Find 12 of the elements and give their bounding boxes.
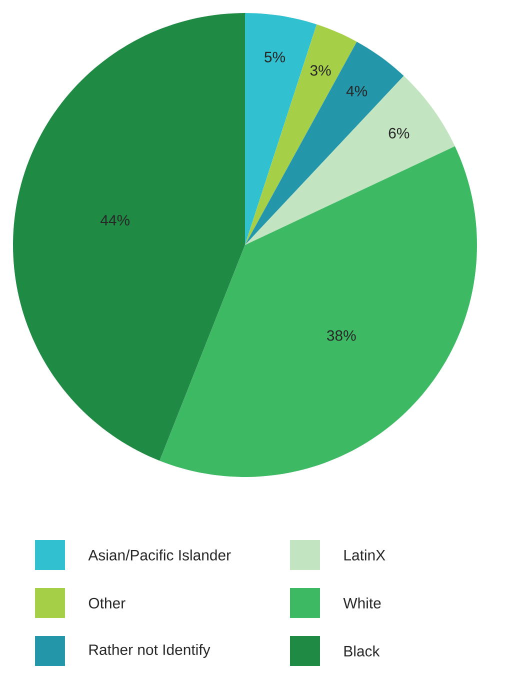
data-label: 6% <box>388 128 410 138</box>
legend-label: White <box>343 598 381 608</box>
data-label: 44% <box>100 215 130 226</box>
data-label: 4% <box>346 86 368 96</box>
data-label: 38% <box>327 330 356 341</box>
legend-label: Other <box>88 598 126 608</box>
legend-label: Rather not Identify <box>89 644 210 658</box>
data-label: 5% <box>264 52 286 62</box>
legend-label: Black <box>344 646 380 656</box>
legend-label: LatinX <box>344 550 386 560</box>
data-label: 3% <box>310 65 331 76</box>
legend-label: Asian/Pacific Islander <box>88 550 231 560</box>
